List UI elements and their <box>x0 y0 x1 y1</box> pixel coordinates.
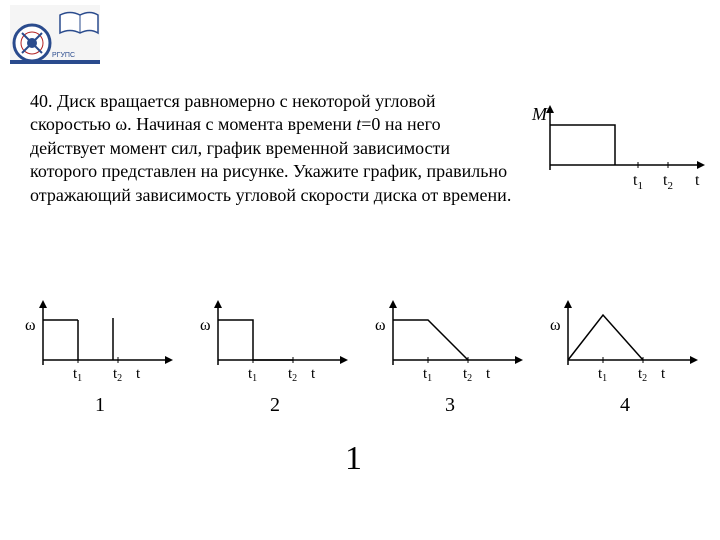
logo-svg: РГУПС <box>10 5 100 75</box>
opt1-t: t <box>136 366 141 382</box>
option-2: ω t1 t2 t 2 <box>195 300 355 417</box>
option-4: ω t1 t2 t 4 <box>545 300 705 417</box>
moment-t1: t1 <box>633 172 643 192</box>
option-4-label: 4 <box>545 394 705 417</box>
option-3-label: 3 <box>370 394 530 417</box>
opt4-t: t <box>661 366 666 382</box>
institution-logo: РГУПС <box>10 5 100 80</box>
opt1-t2: t2 <box>113 366 122 384</box>
opt3-t1: t1 <box>423 366 432 384</box>
option-3: ω t1 t2 t 3 <box>370 300 530 417</box>
opt3-t: t <box>486 366 491 382</box>
options-row: ω t1 t2 t 1 ω t1 t2 t 2 <box>20 300 705 417</box>
opt2-t2: t2 <box>288 366 297 384</box>
logo-text: РГУПС <box>52 52 75 59</box>
opt2-t: t <box>311 366 316 382</box>
opt2-ylabel: ω <box>200 317 211 334</box>
moment-t2: t2 <box>663 172 673 192</box>
moment-ylabel: M <box>531 105 548 124</box>
moment-chart-svg: M t1 t2 t <box>530 105 710 195</box>
problem-statement: 40. Диск вращается равномерно с некоторо… <box>30 90 520 207</box>
page-number: 1 <box>345 440 362 478</box>
opt2-t1: t1 <box>248 366 257 384</box>
option-2-label: 2 <box>195 394 355 417</box>
opt1-t1: t1 <box>73 366 82 384</box>
opt4-ylabel: ω <box>550 317 561 334</box>
opt4-t2: t2 <box>638 366 647 384</box>
option-1-label: 1 <box>20 394 180 417</box>
moment-t: t <box>695 172 700 189</box>
opt4-t1: t1 <box>598 366 607 384</box>
moment-chart: M t1 t2 t <box>530 105 710 200</box>
opt3-ylabel: ω <box>375 317 386 334</box>
opt1-ylabel: ω <box>25 317 36 334</box>
opt3-t2: t2 <box>463 366 472 384</box>
option-1: ω t1 t2 t 1 <box>20 300 180 417</box>
